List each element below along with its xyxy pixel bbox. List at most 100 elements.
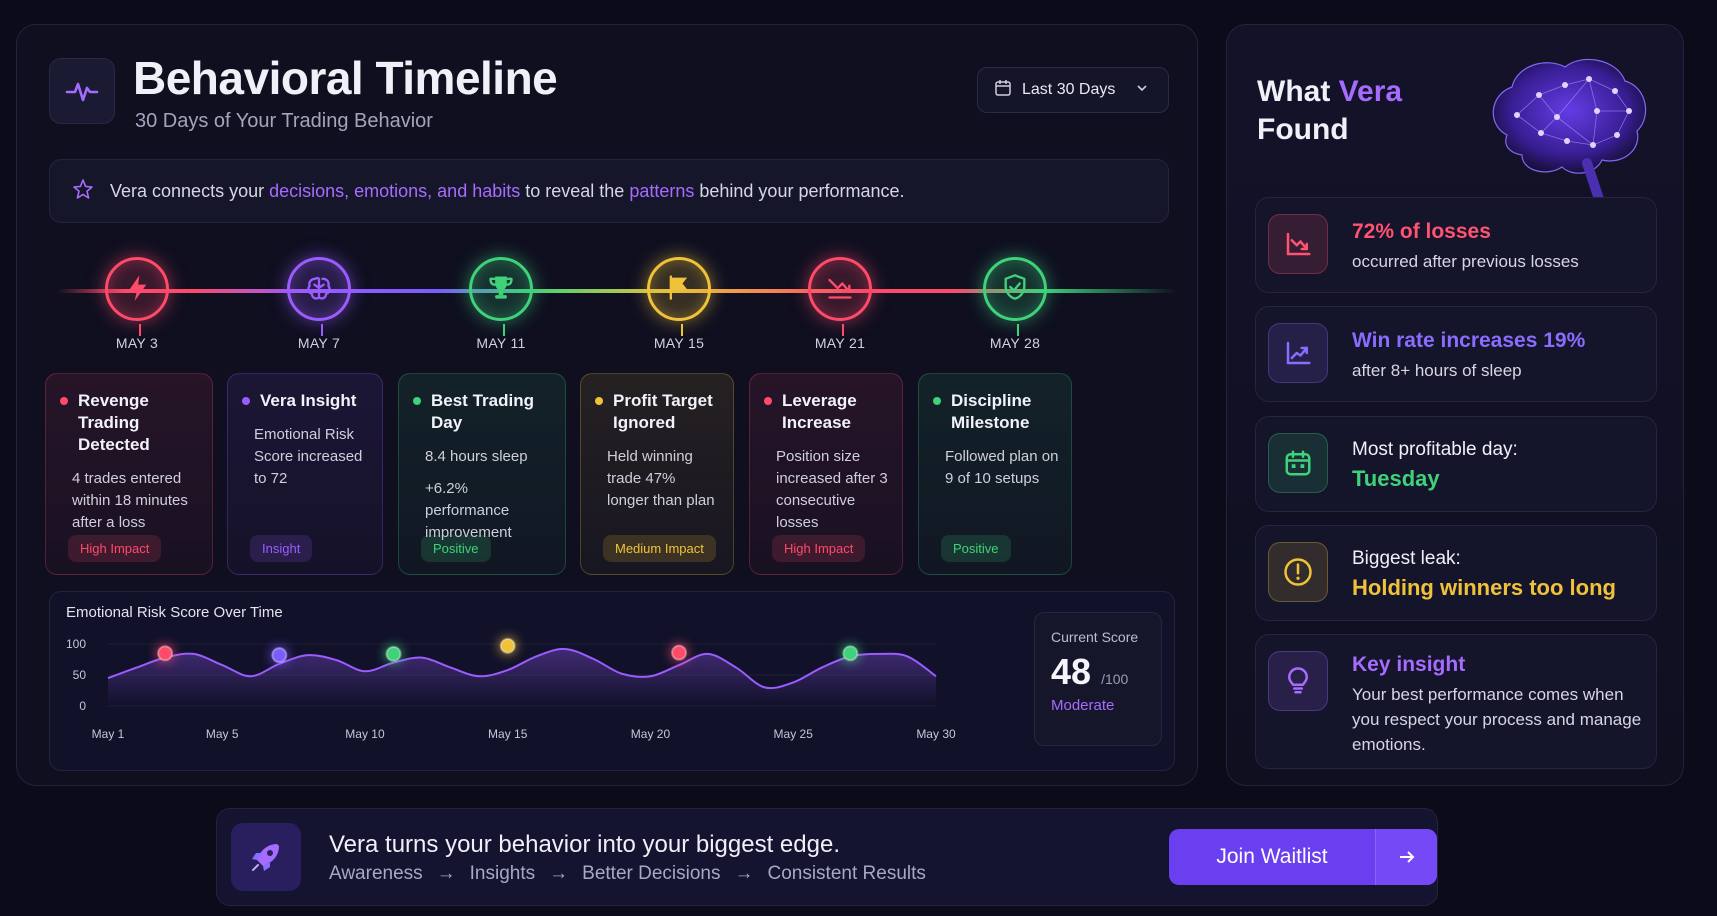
current-score-value: 48 /100 [1051, 651, 1129, 692]
trophy-event-node[interactable] [469, 257, 533, 336]
insight-heading: Win rate increases 19% [1352, 329, 1586, 352]
sparkle-icon [72, 178, 94, 205]
insight-heading: Key insight [1352, 653, 1466, 676]
timeline-date: MAY 21 [814, 335, 866, 351]
risk-score-area [108, 648, 936, 706]
flag-icon [665, 273, 693, 306]
current-score-label: Current Score [1051, 629, 1139, 645]
event-marker[interactable] [842, 645, 859, 662]
date-range-dropdown[interactable]: Last 30 Days [977, 67, 1169, 113]
risk-score-line [107, 647, 937, 690]
chart-down-icon [1268, 214, 1328, 274]
event-card-best-trading-day[interactable]: Best Trading Day 8.4 hours sleep +6.2% per… [398, 373, 566, 575]
impact-badge: Insight [250, 535, 313, 562]
node-stem [842, 324, 844, 336]
y-tick-label: 100 [66, 637, 86, 651]
x-tick-label: May 20 [631, 727, 671, 741]
insight-card-chart-down[interactable]: 72% of losses occurred after previous los… [1255, 197, 1657, 293]
insight-body: Tuesday [1352, 466, 1440, 491]
date-range-label: Last 30 Days [1022, 81, 1116, 98]
banner-text: Vera connects your decisions, emotions, … [110, 180, 905, 201]
node-stem [1017, 324, 1019, 336]
event-marker[interactable] [499, 637, 516, 654]
arrow-right-icon: → [549, 863, 569, 884]
page-title: Behavioral Timeline [133, 52, 558, 104]
event-marker[interactable] [157, 645, 174, 662]
event-title: Vera Insight [260, 391, 357, 410]
side-title: What Vera Found [1257, 75, 1403, 146]
lightning-icon [123, 273, 151, 306]
risk-score-chart: Emotional Risk Score Over Time 100 50 0 May… [49, 591, 1175, 771]
node-stem [139, 324, 141, 336]
timeline-date: MAY 3 [115, 335, 159, 351]
intro-banner: Vera connects your decisions, emotions, … [49, 159, 1169, 223]
impact-badge: Positive [421, 535, 491, 562]
timeline-line [57, 289, 1177, 293]
event-card-vera-insight[interactable]: Vera Insight Emotional Risk Score increas… [227, 373, 383, 575]
shield-check-event-node[interactable] [983, 257, 1047, 336]
x-tick-label: May 25 [774, 727, 814, 741]
insight-card-calendar[interactable]: Most profitable day: Tuesday [1255, 416, 1657, 512]
behavioral-timeline-panel: Behavioral Timeline 30 Days of Your Trad… [16, 24, 1198, 786]
impact-badge: Medium Impact [603, 535, 716, 562]
timeline-date: MAY 11 [476, 335, 526, 351]
insight-card-chart-up[interactable]: Win rate increases 19% after 8+ hours of … [1255, 306, 1657, 402]
x-tick-label: May 30 [916, 727, 956, 741]
y-tick-label: 0 [79, 699, 86, 713]
event-marker[interactable] [385, 645, 402, 662]
join-waitlist-label: Join Waitlist [1216, 845, 1328, 868]
lightbulb-icon [1268, 651, 1328, 711]
brain-event-node[interactable] [287, 257, 351, 336]
impact-badge: High Impact [772, 535, 866, 562]
status-dot [595, 397, 603, 405]
flag-event-node[interactable] [647, 257, 711, 336]
trend-down-icon [826, 273, 854, 306]
event-marker[interactable] [671, 644, 688, 661]
event-description: +6.2% performance improvement [425, 480, 512, 541]
x-tick-label: May 15 [488, 727, 528, 741]
step-insights: Insights [469, 863, 536, 884]
event-description: Emotional Risk Score increased to 72 [254, 426, 363, 487]
event-title: Best Trading Day [431, 391, 534, 432]
status-dot [933, 397, 941, 405]
footer-headline: Vera turns your behavior into your bigge… [329, 831, 840, 858]
step-better-decisions: Better Decisions [582, 863, 721, 884]
insight-body: Your best performance comes when you res… [1352, 685, 1642, 754]
x-tick-label: May 1 [92, 727, 125, 741]
rocket-icon [231, 823, 301, 891]
event-card-revenge-trading-detected[interactable]: Revenge Trading Detected 4 trades entered… [45, 373, 213, 575]
arrow-right-icon: → [734, 863, 754, 884]
trend-down-event-node[interactable] [808, 257, 872, 336]
chart-title: Emotional Risk Score Over Time [66, 604, 283, 621]
timeline-date: MAY 7 [297, 335, 341, 351]
timeline-date: MAY 15 [653, 335, 705, 351]
event-marker[interactable] [271, 647, 288, 664]
page-subtitle: 30 Days of Your Trading Behavior [135, 110, 433, 132]
status-dot [242, 397, 250, 405]
insight-heading: 72% of losses [1352, 220, 1491, 243]
event-title: Revenge Trading Detected [78, 391, 150, 454]
event-card-profit-target-ignored[interactable]: Profit Target Ignored Held winning trade … [580, 373, 734, 575]
event-description: Position size increased after 3 consecut… [776, 448, 888, 531]
insight-card-lightbulb[interactable]: Key insight Your best performance comes w… [1255, 634, 1657, 769]
insight-heading: Most profitable day: [1352, 439, 1518, 460]
chart-up-icon [1268, 323, 1328, 383]
x-tick-label: May 5 [206, 727, 239, 741]
footer-steps: Awareness → Insights → Better Decisions … [329, 863, 926, 885]
current-score-card: Current Score 48 /100 Moderate [1034, 612, 1162, 746]
join-waitlist-button[interactable]: Join Waitlist [1169, 829, 1437, 885]
shield-check-icon [1001, 273, 1029, 306]
status-dot [60, 397, 68, 405]
lightning-event-node[interactable] [105, 257, 169, 336]
event-description: Held winning trade 47% longer than plan [607, 448, 715, 509]
insight-card-alert[interactable]: Biggest leak: Holding winners too long [1255, 525, 1657, 621]
alert-icon [1268, 542, 1328, 602]
event-card-discipline-milestone[interactable]: Discipline Milestone Followed plan on 9 o… [918, 373, 1072, 575]
event-description: Followed plan on 9 of 10 setups [945, 448, 1059, 487]
node-stem [321, 324, 323, 336]
event-title: Discipline Milestone [951, 391, 1032, 432]
event-title: Profit Target Ignored [613, 391, 713, 432]
x-tick-label: May 10 [345, 727, 385, 741]
insight-heading: Biggest leak: [1352, 548, 1461, 569]
event-card-leverage-increase[interactable]: Leverage Increase Position size increased… [749, 373, 903, 575]
